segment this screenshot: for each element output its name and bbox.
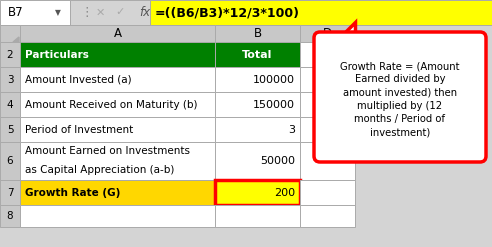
- Text: 150000: 150000: [253, 100, 295, 109]
- Text: ✕: ✕: [95, 7, 105, 18]
- Bar: [20, 142, 215, 180]
- Bar: [300, 142, 355, 180]
- Text: 200: 200: [274, 187, 295, 198]
- Bar: [0, 92, 20, 117]
- Bar: [20, 67, 215, 92]
- Bar: [300, 117, 355, 142]
- Polygon shape: [13, 37, 19, 42]
- Text: B: B: [253, 27, 262, 40]
- Text: 50000: 50000: [260, 156, 295, 166]
- Text: 6: 6: [7, 156, 13, 166]
- Bar: [20, 180, 215, 205]
- Bar: [0, 142, 20, 180]
- Bar: [215, 205, 300, 227]
- Text: 4: 4: [7, 100, 13, 109]
- Text: =((B6/B3)*12/3*100): =((B6/B3)*12/3*100): [155, 6, 300, 19]
- Bar: [0, 0, 70, 25]
- Bar: [300, 67, 355, 92]
- Bar: [20, 92, 215, 117]
- Bar: [0, 42, 20, 67]
- Text: 3: 3: [288, 124, 295, 135]
- Text: ⋮: ⋮: [80, 6, 92, 19]
- Bar: [20, 117, 215, 142]
- Text: Particulars: Particulars: [25, 49, 89, 60]
- Text: as Capital Appreciation (a-b): as Capital Appreciation (a-b): [25, 165, 174, 175]
- Text: 100000: 100000: [253, 75, 295, 84]
- Bar: [215, 117, 300, 142]
- Bar: [0, 25, 20, 42]
- Bar: [215, 67, 300, 92]
- Bar: [215, 25, 300, 42]
- Text: ▼: ▼: [55, 8, 61, 17]
- Bar: [300, 205, 355, 227]
- Text: Amount Invested (a): Amount Invested (a): [25, 75, 132, 84]
- Text: D: D: [323, 27, 332, 40]
- Polygon shape: [335, 22, 355, 42]
- Text: Growth Rate = (Amount
Earned divided by
amount invested) then
multiplied by (12
: Growth Rate = (Amount Earned divided by …: [340, 61, 460, 137]
- Bar: [215, 142, 300, 180]
- Bar: [215, 42, 300, 67]
- Bar: [150, 0, 492, 25]
- Bar: [20, 25, 215, 42]
- Bar: [300, 180, 355, 205]
- Bar: [0, 67, 20, 92]
- Text: B7: B7: [8, 6, 24, 19]
- Bar: [215, 92, 300, 117]
- Text: Amount Received on Maturity (b): Amount Received on Maturity (b): [25, 100, 197, 109]
- Bar: [215, 180, 300, 205]
- Bar: [300, 25, 355, 42]
- FancyBboxPatch shape: [314, 32, 486, 162]
- Bar: [0, 205, 20, 227]
- Bar: [300, 92, 355, 117]
- Text: 5: 5: [7, 124, 13, 135]
- Text: 8: 8: [7, 211, 13, 221]
- Text: Growth Rate (G): Growth Rate (G): [25, 187, 121, 198]
- Text: Total: Total: [243, 49, 273, 60]
- Bar: [0, 117, 20, 142]
- Text: ✓: ✓: [115, 7, 124, 18]
- Bar: [20, 42, 215, 67]
- Bar: [0, 180, 20, 205]
- Bar: [20, 205, 215, 227]
- Text: 7: 7: [7, 187, 13, 198]
- Text: Amount Earned on Investments: Amount Earned on Investments: [25, 145, 190, 156]
- Bar: [70, 0, 150, 25]
- Text: 2: 2: [7, 49, 13, 60]
- Text: Period of Investment: Period of Investment: [25, 124, 133, 135]
- Text: fx: fx: [139, 6, 151, 19]
- Text: A: A: [114, 27, 122, 40]
- Bar: [300, 42, 355, 67]
- Text: 3: 3: [7, 75, 13, 84]
